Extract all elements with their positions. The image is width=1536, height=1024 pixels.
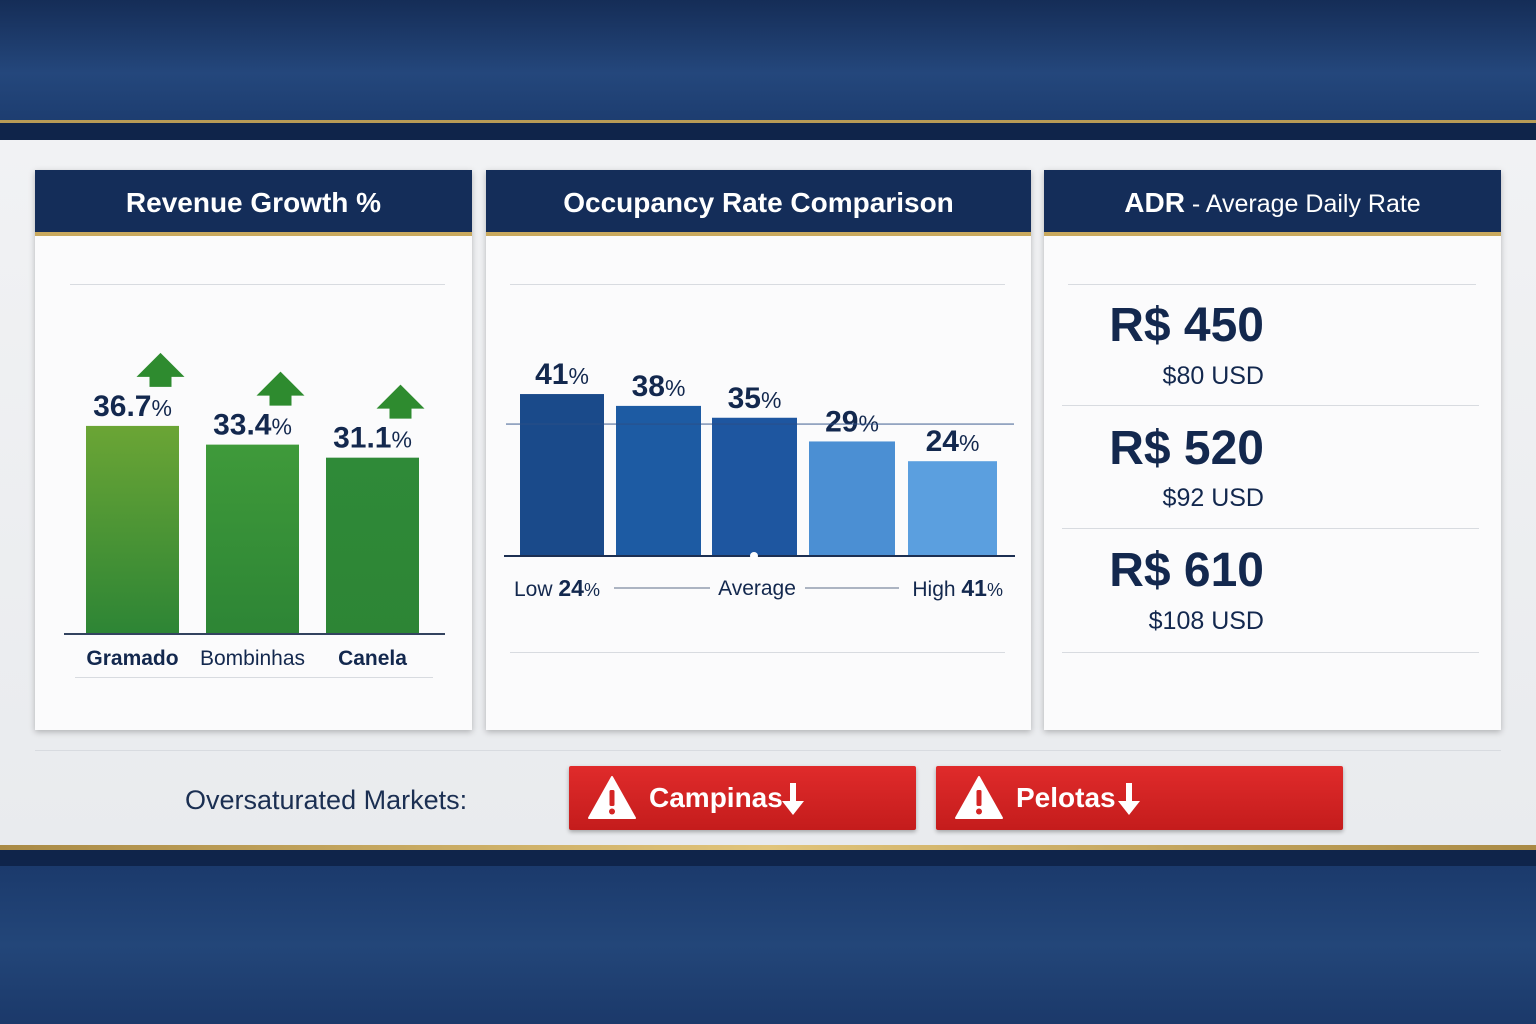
occupancy-chart: 41% 38% 35% 29% 24% Low 24% Average High 41%: [504, 358, 1015, 601]
gold-divider-bottom: [0, 845, 1536, 850]
occupancy-bar: [908, 461, 997, 556]
alert-market-name: Campinas: [649, 782, 783, 813]
revenue-bar: [206, 444, 299, 634]
divider: [510, 652, 1005, 653]
divider: [70, 284, 445, 285]
axis-marker: [750, 552, 758, 560]
alert-campinas[interactable]: Campinas: [569, 766, 916, 830]
alert-pelotas[interactable]: Pelotas: [936, 766, 1343, 830]
bar-value-label: 35%: [728, 382, 782, 415]
category-label: Bombinhas: [200, 647, 305, 670]
adr-value-usd: $92 USD: [1162, 484, 1264, 512]
occupancy-bar: [616, 405, 701, 556]
revenue-growth-title: Revenue Growth %: [35, 170, 472, 236]
top-band: [0, 0, 1536, 122]
gold-divider-top: [0, 120, 1536, 123]
arrow-up-icon: [136, 352, 185, 387]
arrow-down-icon: [782, 783, 804, 815]
adr-title-rest: - Average Daily Rate: [1184, 190, 1421, 218]
occupancy-title: Occupancy Rate Comparison: [486, 170, 1031, 236]
high-label: High 41%: [912, 575, 1003, 601]
bottom-band: [0, 866, 1536, 1024]
alert-market-name: Pelotas: [1016, 782, 1116, 813]
bar-value-label: 38%: [632, 370, 686, 403]
revenue-growth-panel: Revenue Growth % 36.7% Gramado 33.4% Bombin…: [35, 170, 472, 730]
adr-panel: ADR - Average Daily Rate R$ 450 $80 USD …: [1044, 170, 1501, 730]
arrow-down-icon: [1118, 783, 1140, 815]
oversaturated-label: Oversaturated Markets:: [185, 785, 468, 815]
category-label: Canela: [338, 647, 407, 670]
alerts-divider: [35, 750, 1501, 751]
adr-title-main: ADR: [1124, 187, 1185, 218]
adr-value-usd: $80 USD: [1162, 362, 1264, 390]
bar-value-label: 31.1%: [333, 422, 412, 455]
occupancy-panel: Occupancy Rate Comparison 41% 38% 35% 29% 24…: [486, 170, 1031, 730]
divider: [1062, 528, 1479, 529]
arrow-up-icon: [376, 384, 425, 419]
dark-strip-bottom: [0, 850, 1536, 866]
adr-value-brl: R$ 450: [1109, 299, 1264, 352]
bar-value-label: 33.4%: [213, 409, 292, 442]
warning-icon: [955, 776, 1003, 819]
divider: [75, 677, 433, 678]
bar-value-label: 41%: [535, 358, 589, 391]
adr-value-usd: $108 USD: [1148, 607, 1264, 635]
revenue-growth-chart: 36.7% Gramado 33.4% Bombinhas 31.1% Canela: [64, 352, 445, 670]
divider: [510, 284, 1005, 285]
adr-value-brl: R$ 520: [1109, 422, 1264, 475]
arrow-up-icon: [256, 371, 305, 406]
average-label: Average: [718, 577, 796, 600]
divider: [1062, 652, 1479, 653]
adr-title: ADR - Average Daily Rate: [1044, 170, 1501, 236]
adr-value-brl: R$ 610: [1109, 544, 1264, 597]
bar-value-label: 29%: [825, 405, 879, 438]
divider: [1068, 284, 1476, 285]
revenue-bar: [86, 425, 179, 634]
dark-strip-top: [0, 123, 1536, 140]
warning-icon: [588, 776, 636, 819]
category-label: Gramado: [86, 647, 178, 670]
revenue-bar: [326, 457, 419, 634]
bar-value-label: 24%: [926, 425, 980, 458]
bar-value-label: 36.7%: [93, 390, 172, 423]
divider: [1062, 405, 1479, 406]
occupancy-bar: [520, 394, 604, 556]
low-label: Low 24%: [514, 575, 600, 601]
occupancy-bar: [712, 417, 797, 556]
occupancy-bar: [809, 441, 895, 556]
